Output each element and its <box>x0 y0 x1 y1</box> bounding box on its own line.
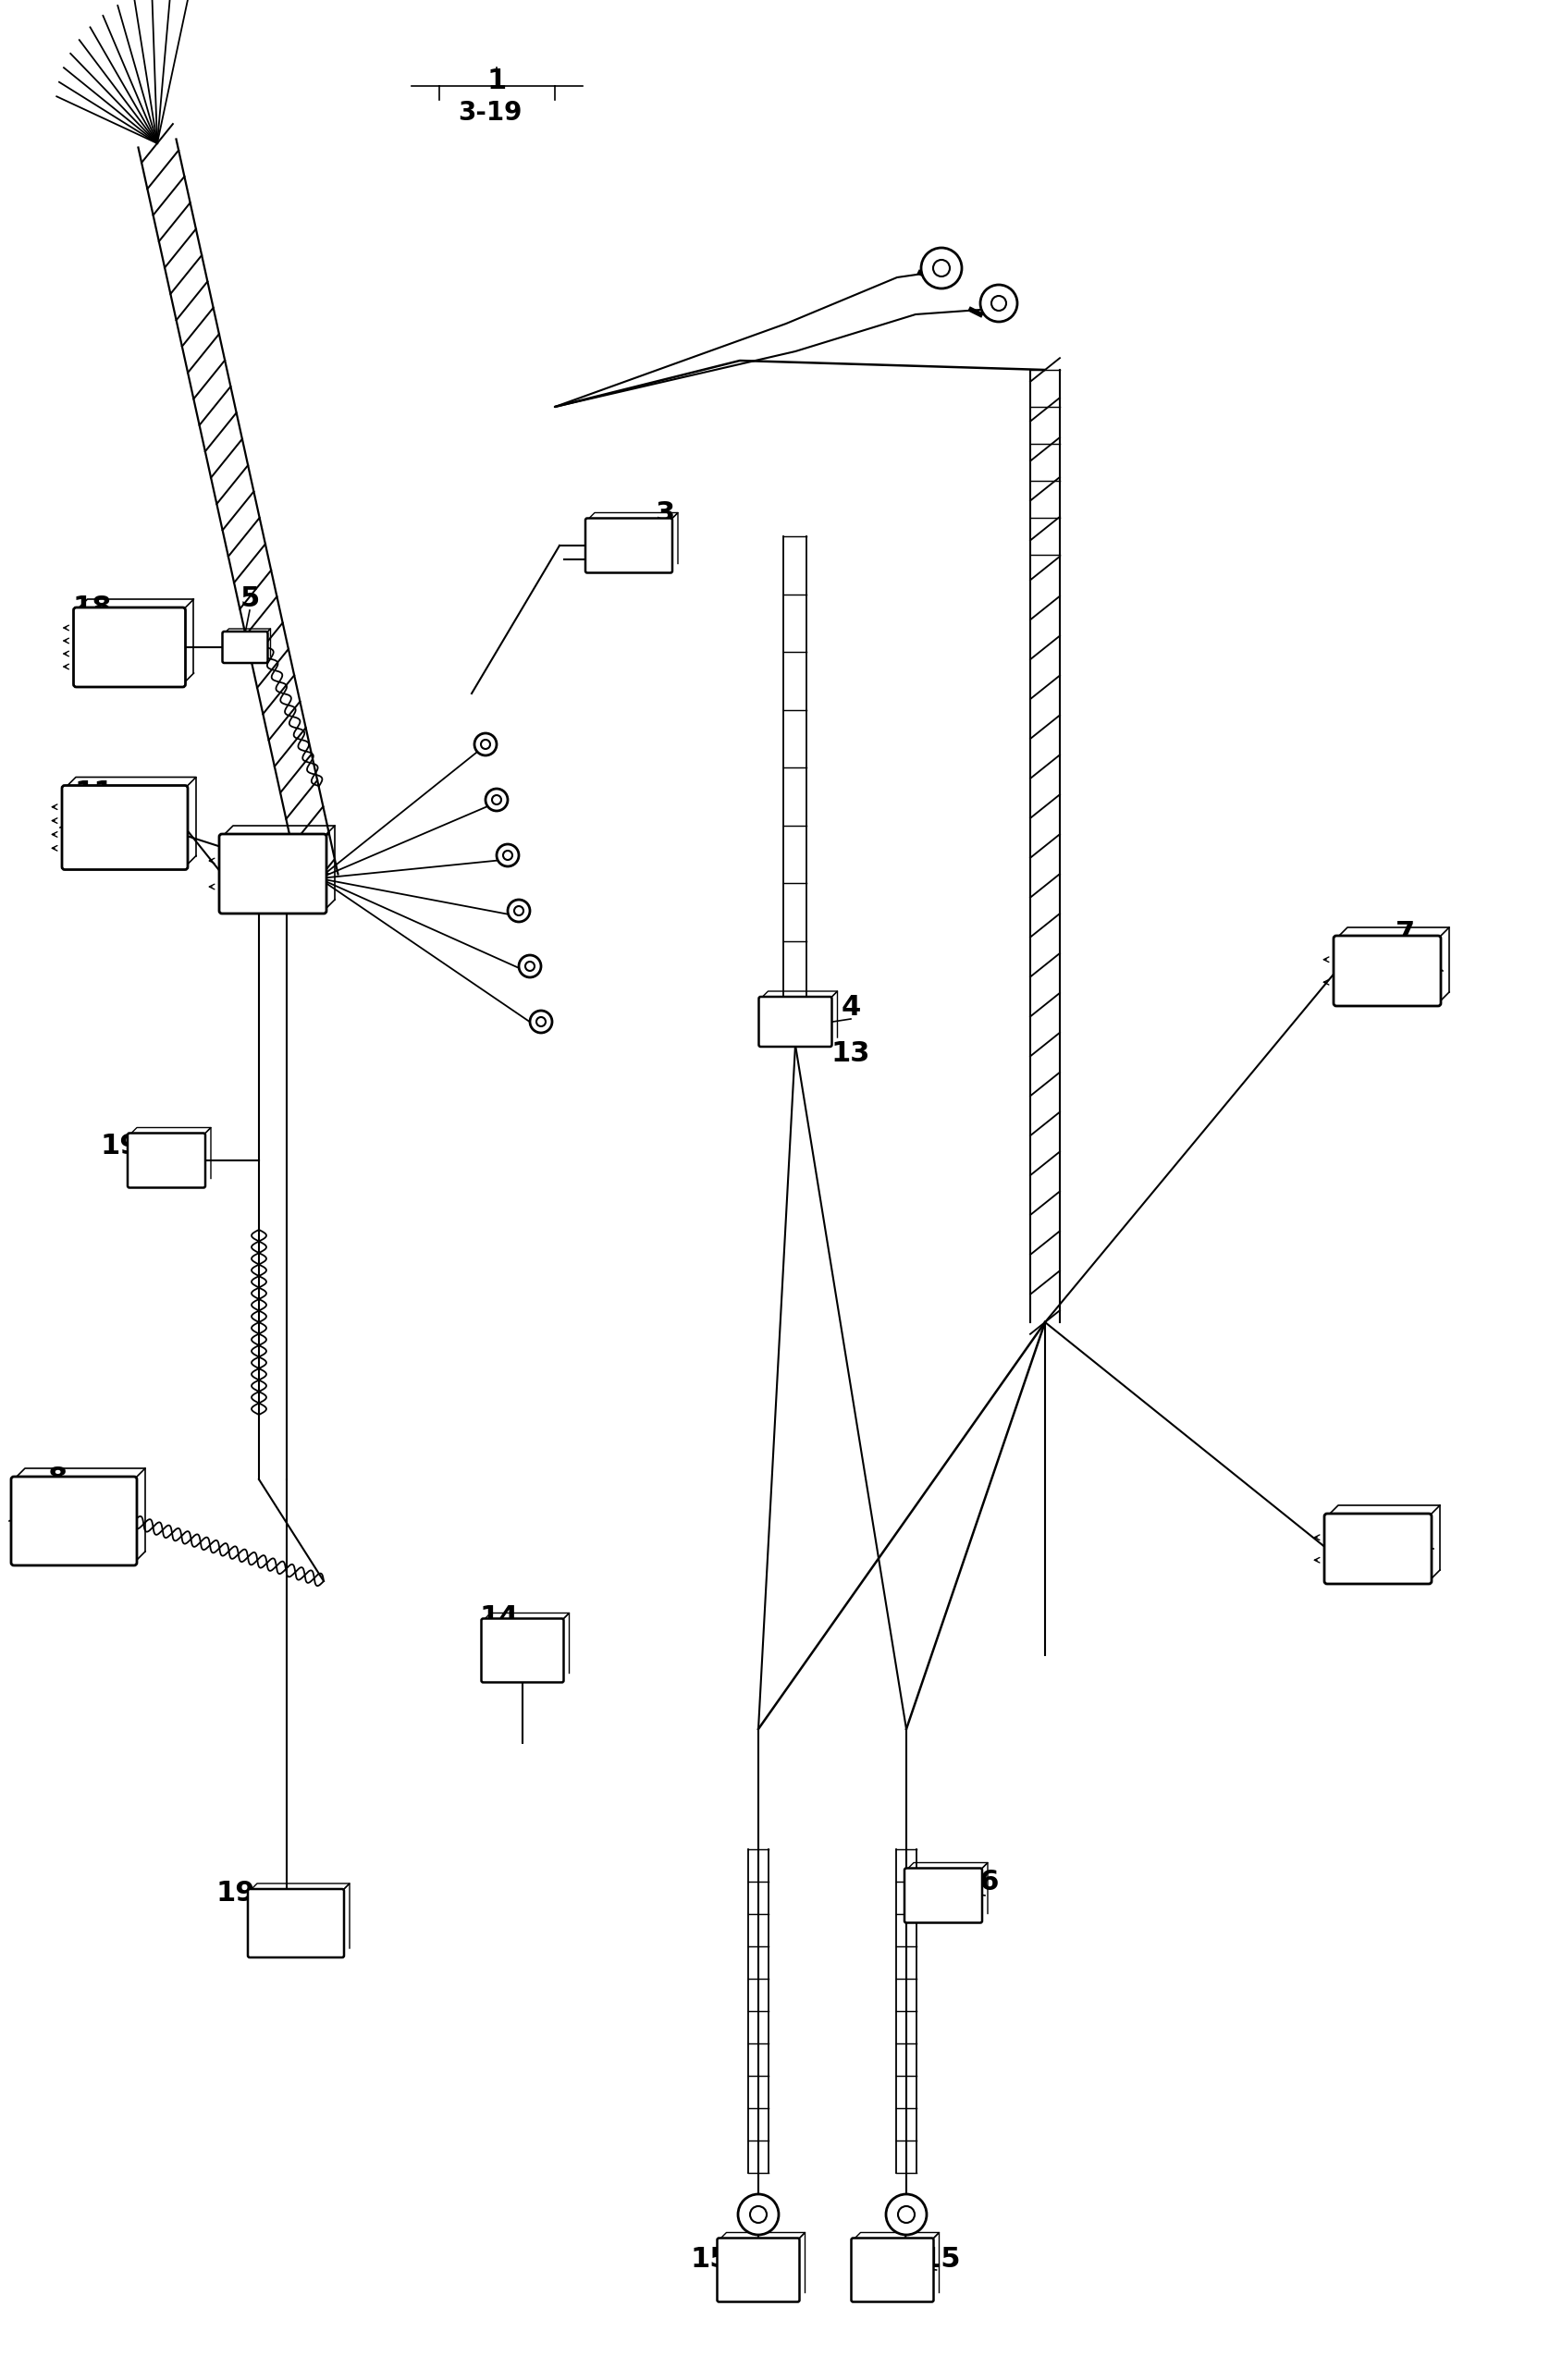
FancyBboxPatch shape <box>586 519 672 574</box>
FancyBboxPatch shape <box>219 833 326 914</box>
Circle shape <box>922 248 962 288</box>
FancyBboxPatch shape <box>73 607 186 688</box>
Text: 13: 13 <box>831 1040 870 1069</box>
FancyBboxPatch shape <box>904 1868 982 1923</box>
Circle shape <box>486 788 508 812</box>
Circle shape <box>536 1016 545 1026</box>
Circle shape <box>492 795 501 804</box>
Circle shape <box>750 2206 767 2223</box>
FancyBboxPatch shape <box>851 2237 934 2301</box>
FancyBboxPatch shape <box>248 1890 344 1956</box>
Circle shape <box>497 845 519 866</box>
Circle shape <box>886 2194 926 2235</box>
FancyBboxPatch shape <box>1325 1514 1432 1585</box>
Circle shape <box>981 286 1017 321</box>
Circle shape <box>737 2194 779 2235</box>
Text: 5: 5 <box>241 585 259 612</box>
FancyBboxPatch shape <box>481 1618 564 1683</box>
Circle shape <box>503 850 512 859</box>
Circle shape <box>530 1012 551 1033</box>
Circle shape <box>519 954 540 978</box>
Circle shape <box>992 295 1006 312</box>
Circle shape <box>933 259 950 276</box>
Text: 11: 11 <box>75 781 114 807</box>
Text: 16: 16 <box>961 1868 1000 1894</box>
FancyBboxPatch shape <box>11 1476 137 1566</box>
Text: 1: 1 <box>487 69 508 95</box>
Text: 3: 3 <box>656 500 676 526</box>
FancyBboxPatch shape <box>128 1133 205 1188</box>
Circle shape <box>525 962 534 971</box>
Text: 8: 8 <box>47 1466 67 1492</box>
Text: 7: 7 <box>1396 921 1415 947</box>
FancyBboxPatch shape <box>1334 935 1440 1007</box>
Text: 18: 18 <box>73 595 112 621</box>
Text: 4: 4 <box>840 995 861 1021</box>
Circle shape <box>475 733 497 754</box>
Text: 19: 19 <box>216 1880 256 1906</box>
Text: 13: 13 <box>1385 1516 1425 1545</box>
Circle shape <box>481 740 490 750</box>
Text: 15: 15 <box>922 2244 961 2273</box>
FancyBboxPatch shape <box>222 631 267 664</box>
Circle shape <box>514 907 523 916</box>
FancyBboxPatch shape <box>717 2237 800 2301</box>
FancyBboxPatch shape <box>759 997 833 1047</box>
Text: 14: 14 <box>480 1604 519 1633</box>
Text: 15: 15 <box>690 2244 729 2273</box>
Circle shape <box>508 900 530 921</box>
Text: 19: 19 <box>100 1133 141 1159</box>
Circle shape <box>898 2206 915 2223</box>
Text: 3-19: 3-19 <box>458 100 522 126</box>
FancyBboxPatch shape <box>62 785 187 869</box>
Text: 10: 10 <box>272 833 311 859</box>
